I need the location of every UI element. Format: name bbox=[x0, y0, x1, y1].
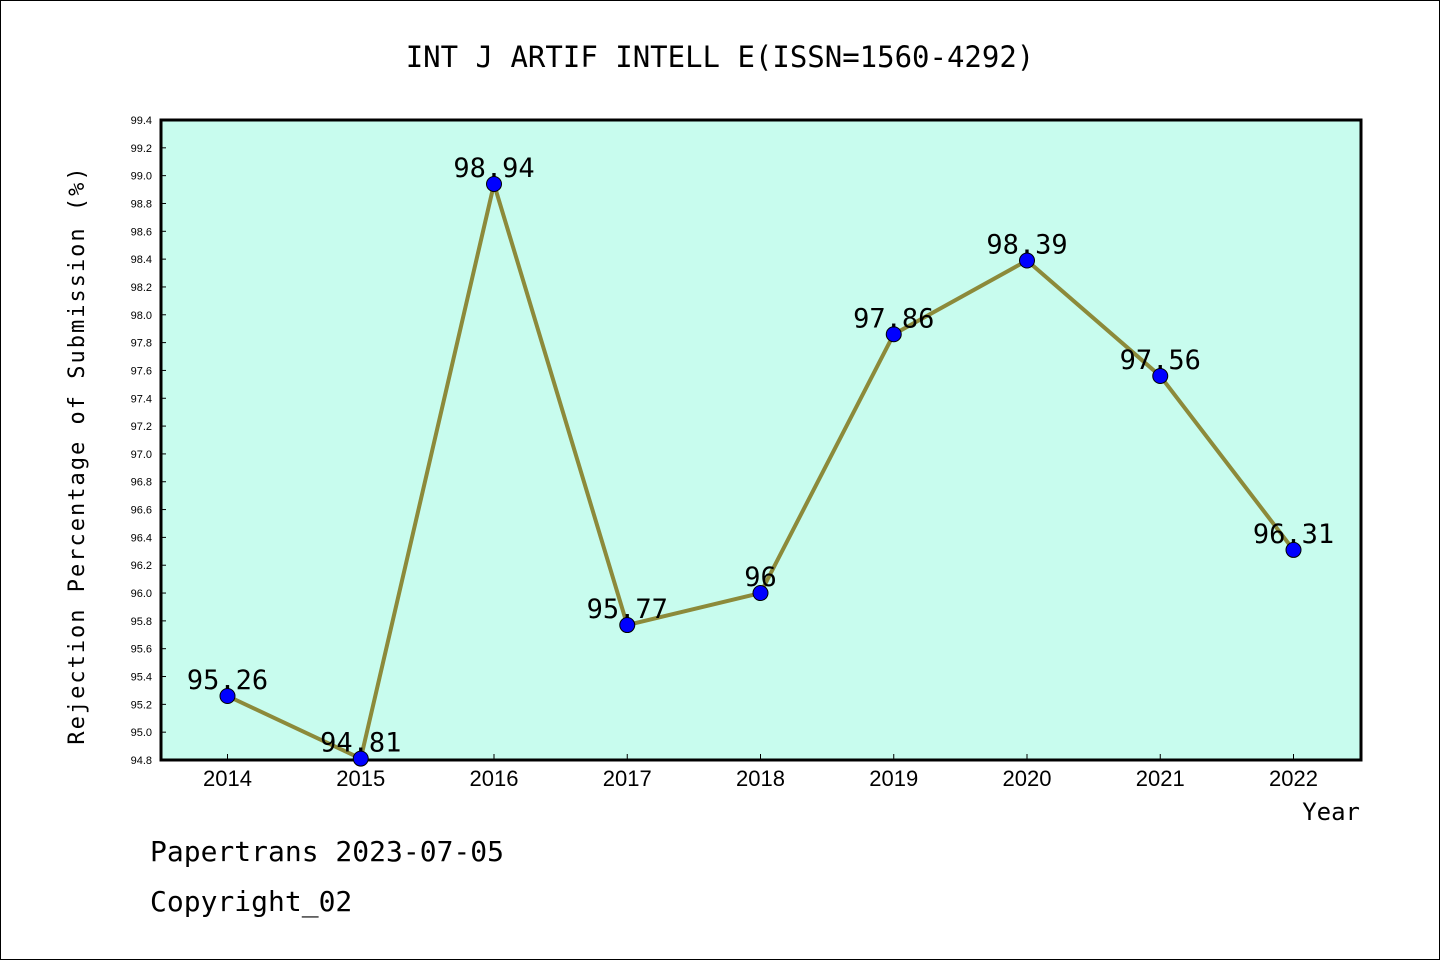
data-labels: 95.26 94.81 98.94 95.77 96 97.86 98.39 97.56 96.… bbox=[187, 153, 1334, 759]
data-point bbox=[1019, 252, 1035, 269]
y-tick-label: 94.8 bbox=[131, 755, 152, 767]
data-point bbox=[885, 326, 902, 343]
y-tick-label: 95.2 bbox=[131, 699, 152, 711]
y-tick-label: 97.0 bbox=[131, 449, 152, 461]
x-tick-label: 2022 bbox=[1269, 766, 1318, 791]
y-tick-label: 98.6 bbox=[131, 226, 152, 238]
x-axis-ticks: 2014 2015 2016 2017 2018 2019 2020 2021 2022 bbox=[203, 754, 1318, 791]
y-tick-label: 97.8 bbox=[131, 338, 152, 350]
data-label: 97.86 bbox=[853, 303, 934, 334]
data-label: 96.31 bbox=[1253, 519, 1334, 550]
y-tick-label: 98.0 bbox=[131, 310, 152, 322]
data-label: 98.39 bbox=[986, 230, 1067, 261]
data-label: 94.81 bbox=[320, 728, 401, 759]
data-label: 96 bbox=[744, 562, 777, 593]
x-tick-label: 2018 bbox=[736, 766, 785, 791]
y-tick-label: 96.0 bbox=[131, 588, 152, 600]
x-tick-label: 2016 bbox=[470, 766, 519, 791]
data-label: 97.56 bbox=[1120, 345, 1201, 376]
y-tick-label: 99.0 bbox=[131, 171, 152, 183]
y-tick-label: 99.2 bbox=[131, 143, 152, 155]
data-point bbox=[352, 750, 369, 767]
data-point bbox=[486, 176, 502, 192]
chart-title: INT J ARTIF INTELL E(ISSN=1560-4292) bbox=[406, 40, 1035, 74]
x-tick-label: 2015 bbox=[336, 766, 385, 791]
y-tick-label: 95.6 bbox=[131, 644, 152, 656]
y-tick-label: 98.4 bbox=[131, 254, 152, 266]
y-tick-label: 96.2 bbox=[131, 560, 152, 572]
x-tick-label: 2017 bbox=[603, 766, 652, 791]
x-tick-label: 2019 bbox=[869, 766, 918, 791]
y-tick-label: 96.4 bbox=[131, 532, 152, 544]
data-label: 98.94 bbox=[453, 153, 534, 184]
y-tick-label: 96.8 bbox=[131, 477, 152, 489]
x-tick-label: 2014 bbox=[203, 766, 252, 791]
footer-copyright: Copyright_02 bbox=[150, 885, 353, 918]
data-point bbox=[1152, 368, 1169, 384]
footer-source-date: Papertrans 2023-07-05 bbox=[150, 835, 505, 868]
data-label: 95.26 bbox=[187, 665, 268, 696]
x-axis-label: Year bbox=[1302, 798, 1360, 826]
data-point bbox=[752, 585, 769, 602]
y-tick-label: 95.0 bbox=[131, 727, 152, 739]
data-point bbox=[619, 617, 636, 634]
data-label: 95.77 bbox=[587, 594, 668, 625]
y-tick-label: 99.4 bbox=[131, 115, 152, 127]
y-axis-ticks: 94.8 95.0 95.2 95.4 95.6 95.8 96.0 96.2 96.4 96.6… bbox=[131, 115, 166, 767]
y-tick-label: 98.2 bbox=[131, 282, 152, 294]
y-tick-label: 96.6 bbox=[131, 505, 152, 517]
y-tick-label: 97.2 bbox=[131, 421, 152, 433]
data-point bbox=[1285, 541, 1302, 558]
plot-area bbox=[159, 118, 1363, 762]
y-tick-label: 97.4 bbox=[131, 393, 152, 405]
data-points bbox=[219, 176, 1302, 767]
y-tick-label: 95.4 bbox=[131, 672, 152, 684]
data-point bbox=[219, 688, 236, 704]
x-tick-label: 2021 bbox=[1136, 766, 1185, 791]
x-tick-label: 2020 bbox=[1003, 766, 1052, 791]
y-axis-label: Rejection Percentage of Submission (%) bbox=[65, 165, 90, 744]
y-tick-label: 95.8 bbox=[131, 616, 152, 628]
y-tick-label: 97.6 bbox=[131, 365, 152, 377]
y-tick-label: 98.8 bbox=[131, 198, 152, 210]
